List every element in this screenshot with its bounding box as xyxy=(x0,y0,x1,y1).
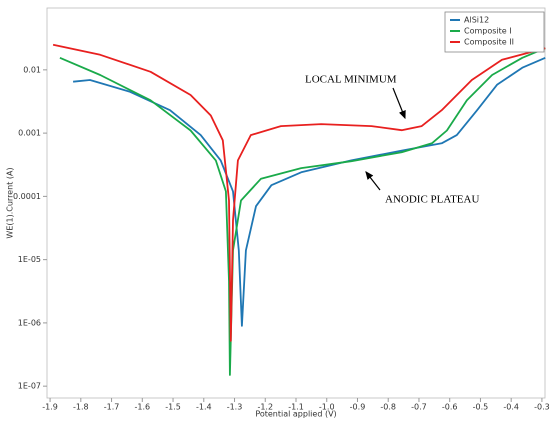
annotation: LOCAL MINIMUM xyxy=(305,74,397,86)
x-tick-label: -1.1 xyxy=(288,403,304,412)
annotation: ANODIC PLATEAU xyxy=(385,194,479,206)
y-tick-label: 1E-06 xyxy=(18,318,41,327)
x-axis-label: Potential applied (V) xyxy=(255,410,336,419)
legend-box xyxy=(444,11,545,53)
legend-label: Composite II xyxy=(464,38,514,47)
x-tick-label: -1.8 xyxy=(73,403,89,412)
x-tick-label: -1.4 xyxy=(196,403,212,412)
y-tick-label: 1E-07 xyxy=(18,382,41,391)
x-tick-label: -0.6 xyxy=(442,403,458,412)
x-tick-label: -1.2 xyxy=(257,403,273,412)
x-tick-label: -0.4 xyxy=(503,403,519,412)
series-line xyxy=(59,47,546,376)
x-tick-label: -0.9 xyxy=(350,403,366,412)
x-tick-label: -1.7 xyxy=(104,403,120,412)
x-tick-label: -1.6 xyxy=(134,403,150,412)
x-tick-label: -0.3 xyxy=(534,403,550,412)
x-tick-label: -1.5 xyxy=(165,403,181,412)
series-line xyxy=(73,56,546,327)
x-tick-label: -1.0 xyxy=(319,403,335,412)
annotation-arrow xyxy=(392,87,406,120)
legend-label: Composite I xyxy=(464,27,512,36)
y-axis-label: WE(1).Current (A) xyxy=(6,167,15,238)
x-tick-label: -1.9 xyxy=(42,403,58,412)
y-tick-label: 0.01 xyxy=(23,65,41,74)
legend-label: AlSi12 xyxy=(464,16,489,25)
x-tick-label: -0.7 xyxy=(411,403,427,412)
annotation-arrow xyxy=(365,171,381,191)
series-line xyxy=(52,43,546,342)
x-tick-label: -0.8 xyxy=(380,403,396,412)
y-tick-label: 1E-05 xyxy=(18,255,41,264)
y-tick-label: 0.0001 xyxy=(13,192,41,201)
y-tick-label: 0.001 xyxy=(18,129,41,138)
x-tick-label: -0.5 xyxy=(473,403,489,412)
x-tick-label: -1.3 xyxy=(227,403,243,412)
